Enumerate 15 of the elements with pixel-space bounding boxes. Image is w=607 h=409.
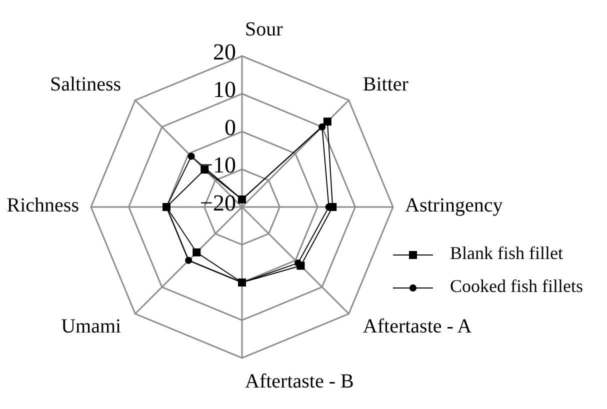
spoke-label: Aftertaste - A <box>362 316 472 338</box>
y-tick-label: −20 <box>200 190 236 216</box>
y-tick-label: 20 <box>213 39 236 64</box>
y-tick-label: 10 <box>213 77 236 102</box>
y-tick-label: −10 <box>200 152 236 178</box>
spoke-label: Astringency <box>405 194 503 217</box>
spoke-label: Sour <box>245 18 284 41</box>
spoke-label: Bitter <box>362 74 409 96</box>
legend-label: Cooked fish fillets <box>450 276 583 296</box>
legend-label: Blank fish fillet <box>450 243 563 264</box>
spoke-label: Saltiness <box>50 74 122 96</box>
y-tick-label: 0 <box>224 114 236 140</box>
spoke-label: Richness <box>6 194 80 217</box>
spoke-label: Aftertaste - B <box>245 370 354 393</box>
spoke-label: Umami <box>61 316 122 338</box>
